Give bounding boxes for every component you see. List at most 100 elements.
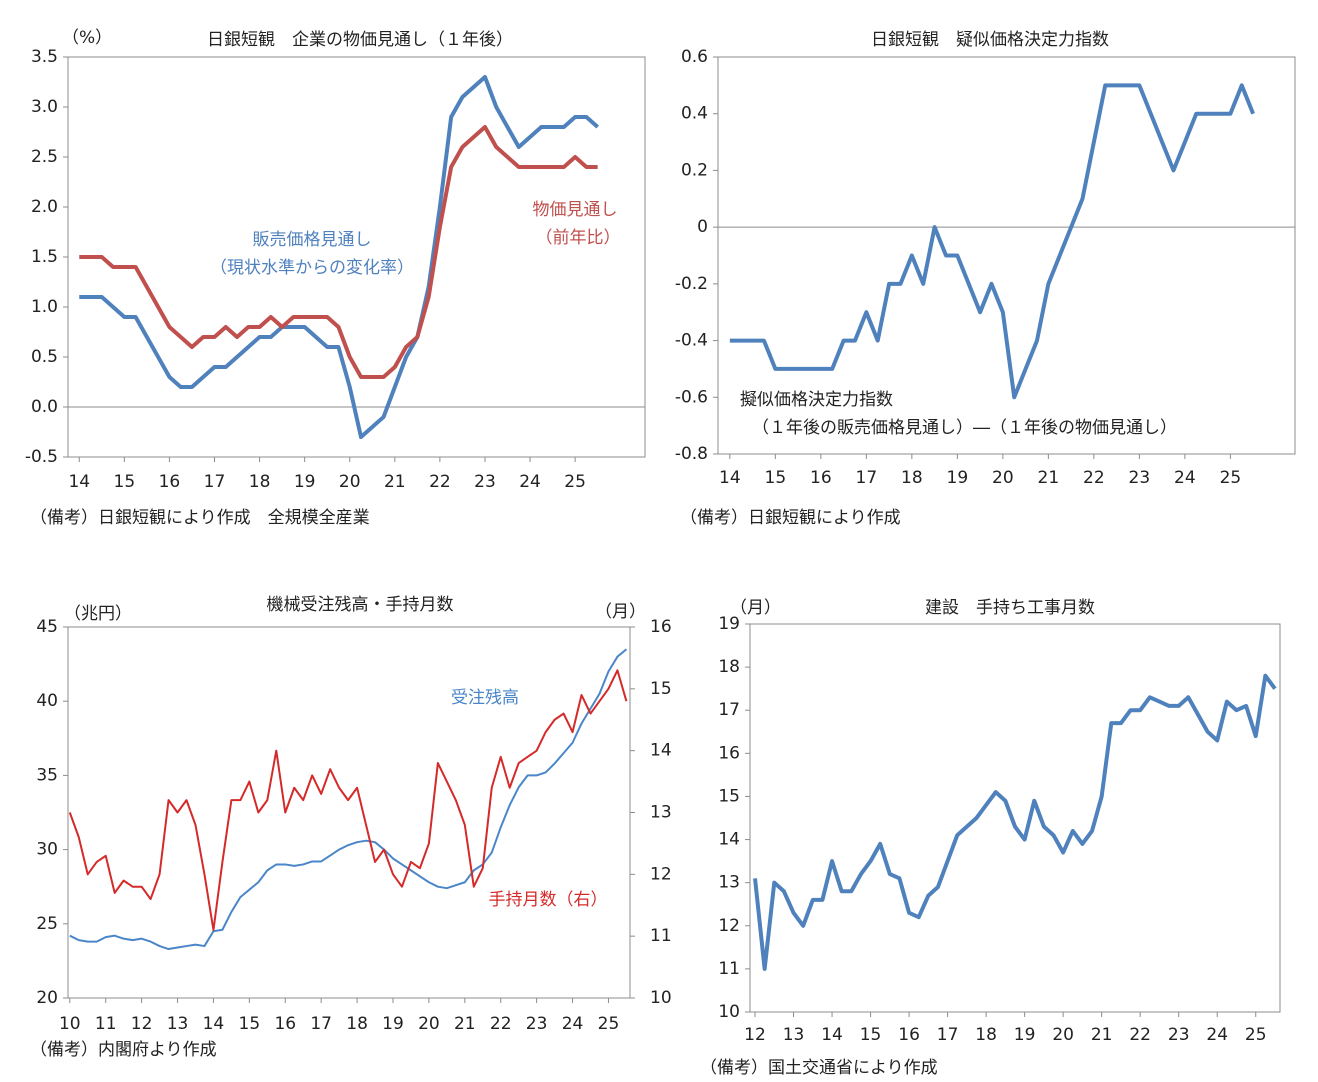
x-tick-label: 20 xyxy=(1052,1025,1074,1045)
x-tick-label: 24 xyxy=(1206,1025,1228,1045)
x-tick-label: 20 xyxy=(992,468,1014,488)
x-tick-label: 25 xyxy=(1245,1025,1267,1045)
y-unit: （月） xyxy=(730,598,781,618)
x-tick-label: 15 xyxy=(765,468,787,488)
y-tick-label: -0.5 xyxy=(25,447,58,467)
y-tick-label: 3.0 xyxy=(31,97,58,117)
x-tick-label: 14 xyxy=(68,472,90,492)
x-tick-label: 17 xyxy=(856,468,878,488)
x-tick-label: 13 xyxy=(783,1025,805,1045)
y-tick-label: 12 xyxy=(718,916,740,936)
x-tick-label: 14 xyxy=(821,1025,843,1045)
y-tick-label: 11 xyxy=(718,959,740,979)
x-tick-label: 16 xyxy=(274,1014,296,1034)
x-tick-label: 16 xyxy=(810,468,832,488)
chart-title: 日銀短観 企業の物価見通し（１年後） xyxy=(207,30,513,50)
series-label-note: （現状水準からの変化率） xyxy=(210,258,414,278)
x-tick-label: 19 xyxy=(294,472,316,492)
series-line xyxy=(79,125,598,379)
x-tick-label: 15 xyxy=(860,1025,882,1045)
x-tick-label: 22 xyxy=(1083,468,1105,488)
x-tick-label: 18 xyxy=(346,1014,368,1034)
y-tick-label: 0.5 xyxy=(31,347,58,367)
x-tick-label: 22 xyxy=(1129,1025,1151,1045)
plot-frame xyxy=(749,623,1281,1013)
y-unit: （兆円） xyxy=(64,604,132,624)
x-tick-label: 21 xyxy=(454,1014,476,1034)
note: （備考）日銀短観により作成 全規模全産業 xyxy=(30,508,370,528)
x-tick-label: 23 xyxy=(474,472,496,492)
plot-frame xyxy=(67,56,646,458)
series-line xyxy=(68,669,628,931)
x-tick-label: 18 xyxy=(975,1025,997,1045)
note: （備考）内閣府より作成 xyxy=(30,1040,217,1060)
x-tick-label: 16 xyxy=(159,472,181,492)
y-tick-label: 35 xyxy=(36,765,58,785)
x-tick-label: 24 xyxy=(562,1014,584,1034)
y-tick-label: 1.5 xyxy=(31,247,58,267)
y-unit: （%） xyxy=(62,28,112,48)
y-tick-label: -0.2 xyxy=(675,274,708,294)
y-tick-label: 30 xyxy=(36,840,58,860)
y-tick-label: 15 xyxy=(718,786,740,806)
note: （備考）日銀短観により作成 xyxy=(680,508,901,528)
y-tick-label: 1.0 xyxy=(31,297,58,317)
y-tick-label: 45 xyxy=(36,617,58,637)
x-tick-label: 25 xyxy=(564,472,586,492)
y-tick-label: -0.8 xyxy=(675,444,708,464)
series-line xyxy=(69,648,628,951)
x-tick-label: 11 xyxy=(95,1014,117,1034)
x-tick-label: 22 xyxy=(490,1014,512,1034)
y-tick-label: 2.0 xyxy=(31,197,58,217)
y-tick-label: 0.4 xyxy=(681,104,708,124)
series-label-note: （１年後の販売価格見通し）―（１年後の物価見通し） xyxy=(752,418,1177,438)
y-tick-label: 2.5 xyxy=(31,147,58,167)
x-tick-label: 19 xyxy=(947,468,969,488)
y2-tick-label: 13 xyxy=(650,803,672,823)
y-tick-label: 16 xyxy=(718,743,740,763)
y-tick-label: 10 xyxy=(718,1002,740,1022)
x-tick-label: 25 xyxy=(1220,468,1242,488)
x-tick-label: 10 xyxy=(59,1014,81,1034)
note: （備考）国土交通省により作成 xyxy=(700,1058,938,1078)
series-line xyxy=(79,75,599,439)
y-tick-label: -0.6 xyxy=(675,387,708,407)
x-tick-label: 22 xyxy=(429,472,451,492)
chart-title: 日銀短観 疑似価格決定力指数 xyxy=(871,30,1109,50)
x-tick-label: 24 xyxy=(1174,468,1196,488)
y-tick-label: 19 xyxy=(718,614,740,634)
x-tick-label: 19 xyxy=(382,1014,404,1034)
x-tick-label: 21 xyxy=(1038,468,1060,488)
y-tick-label: 17 xyxy=(718,700,740,720)
x-tick-label: 12 xyxy=(744,1025,766,1045)
x-tick-label: 20 xyxy=(339,472,361,492)
y-tick-label: 13 xyxy=(718,873,740,893)
series-label: 擬似価格決定力指数 xyxy=(740,390,893,410)
chart-title: 機械受注残高・手持月数 xyxy=(267,595,454,615)
y2-tick-label: 10 xyxy=(650,988,672,1008)
series-label: 手持月数（右） xyxy=(489,890,608,910)
y-tick-label: 0 xyxy=(697,217,708,237)
series-label: 物価見通し xyxy=(533,200,618,220)
x-tick-label: 17 xyxy=(937,1025,959,1045)
y-tick-label: 18 xyxy=(718,657,740,677)
series-line xyxy=(753,673,1277,971)
y-tick-label: 20 xyxy=(36,988,58,1008)
x-tick-label: 25 xyxy=(598,1014,620,1034)
y2-tick-label: 15 xyxy=(650,679,672,699)
series-label: 販売価格見通し xyxy=(253,230,372,250)
y-tick-label: 40 xyxy=(36,691,58,711)
series-line xyxy=(729,83,1255,400)
y-tick-label: 14 xyxy=(718,830,740,850)
x-tick-label: 13 xyxy=(167,1014,189,1034)
x-tick-label: 23 xyxy=(526,1014,548,1034)
chart-title: 建設 手持ち工事月数 xyxy=(925,598,1095,618)
y2-tick-label: 11 xyxy=(650,926,672,946)
x-tick-label: 18 xyxy=(901,468,923,488)
x-tick-label: 19 xyxy=(1014,1025,1036,1045)
series-label: 受注残高 xyxy=(451,688,519,708)
x-tick-label: 14 xyxy=(203,1014,225,1034)
y-tick-label: 3.5 xyxy=(31,47,58,67)
series-label-note: （前年比） xyxy=(536,228,621,248)
